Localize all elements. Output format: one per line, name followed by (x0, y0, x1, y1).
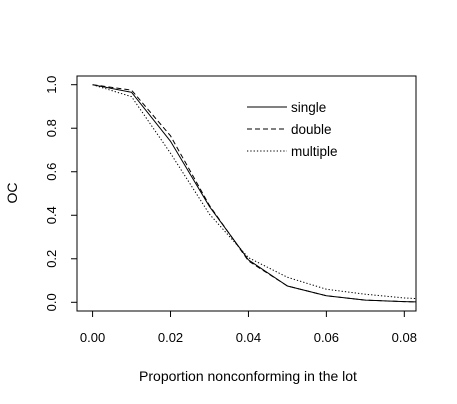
x-tick-label: 0.00 (80, 330, 105, 345)
x-tick-label: 0.04 (236, 330, 261, 345)
y-axis-title: OC (4, 183, 20, 204)
series-line-double (92, 84, 417, 303)
x-axis-title: Proportion nonconforming in the lot (139, 368, 357, 384)
y-tick-label: 0.2 (44, 250, 59, 268)
y-tick-label: 0.0 (44, 293, 59, 311)
y-tick-label: 1.0 (44, 76, 59, 94)
x-tick-label: 0.02 (158, 330, 183, 345)
y-tick-label: 0.8 (44, 119, 59, 137)
y-tick-label: 0.4 (44, 206, 59, 224)
x-tick-label: 0.08 (392, 330, 417, 345)
legend: single double multiple (247, 100, 338, 159)
legend-label-single: single (291, 100, 326, 115)
series-line-single (92, 84, 417, 303)
series-line-multiple (92, 84, 417, 300)
x-axis: 0.00 0.02 0.04 0.06 0.08 (80, 311, 417, 345)
x-tick-label: 0.06 (314, 330, 339, 345)
y-axis: 0.0 0.2 0.4 0.6 0.8 1.0 (44, 76, 77, 311)
y-tick-label: 0.6 (44, 163, 59, 181)
legend-label-multiple: multiple (291, 144, 338, 159)
series-layer (92, 84, 417, 303)
plot-frame (76, 75, 417, 312)
legend-label-double: double (291, 122, 332, 137)
